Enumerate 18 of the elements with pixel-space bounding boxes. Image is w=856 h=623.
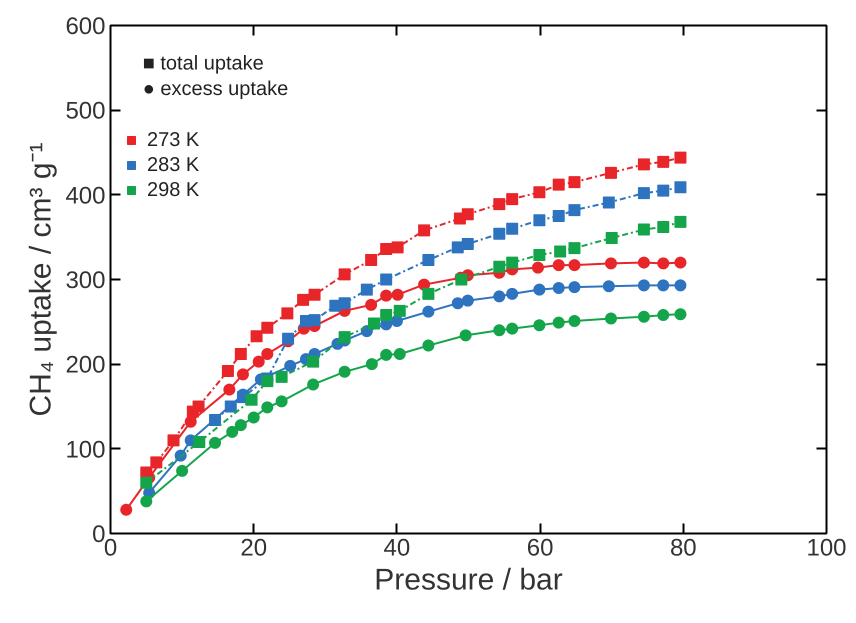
y-tick-label: 500 — [65, 98, 106, 125]
legend-label: 273 K — [147, 128, 200, 152]
x-tick-label: 100 — [806, 534, 847, 562]
y-tick-label: 600 — [65, 13, 106, 40]
legend-label: 298 K — [147, 178, 200, 202]
x-axis-title: Pressure / bar — [374, 564, 563, 596]
y-tick-label: 200 — [65, 352, 106, 379]
annotation: ■ total uptake — [142, 52, 264, 75]
x-tick-label: 20 — [240, 534, 268, 562]
y-tick-label: 100 — [65, 436, 106, 464]
legend-label: 283 K — [147, 154, 200, 177]
x-tick-label: 60 — [526, 534, 554, 562]
y-tick-label: 300 — [65, 267, 106, 294]
y-tick-label: 400 — [65, 182, 106, 210]
x-tick-label: 40 — [384, 534, 410, 562]
x-tick-label: 80 — [670, 534, 697, 562]
annotation: ● excess uptake — [142, 78, 288, 100]
y-axis-title: CH₄ uptake / cm³ g⁻¹ — [24, 142, 58, 416]
